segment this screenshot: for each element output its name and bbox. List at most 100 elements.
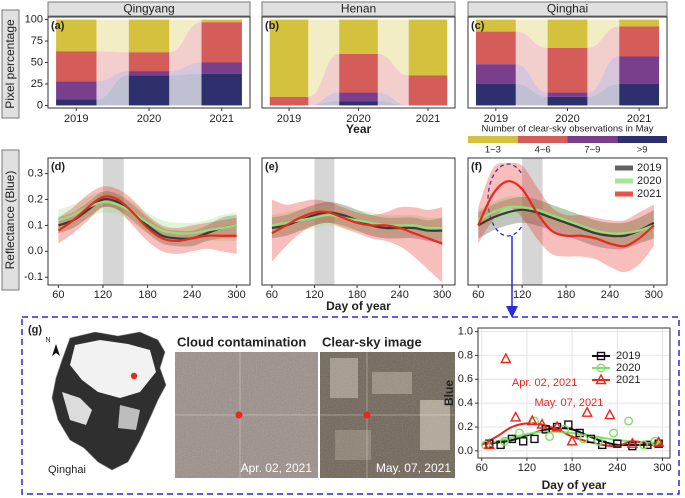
flow [377,53,409,106]
point [596,363,606,373]
flow [515,83,548,106]
legend-label: 2019 [637,162,661,174]
panel-label: (c) [471,20,485,32]
bar-segment [619,26,660,57]
point [643,440,652,450]
x-tick-label: 60 [266,289,278,301]
y-tick-label: 0.6 [458,373,473,385]
line [477,208,655,238]
point [551,420,563,432]
point [483,438,495,450]
x-tick-label: 2021 [627,113,651,125]
bar-segment [339,19,378,54]
x-tick-label: 120 [305,289,323,301]
point [624,416,634,426]
strip-title: Qinghai [547,2,588,16]
strip [467,1,668,17]
bar-segment [201,73,242,106]
y-tick-label: 0 [37,99,43,111]
bar-segment [547,47,588,93]
x-axis-label: Day of year [326,299,391,313]
x-tick-label: 180 [563,462,581,474]
flow [96,19,129,53]
bar-segment [56,51,97,82]
image-date: May. 07, 2021 [376,461,451,475]
bar-segment [128,71,170,76]
legend-label: 2020 [637,175,661,187]
bar-segment [547,92,588,97]
band [58,191,237,244]
flow [587,26,620,93]
plot-border [467,16,668,109]
flow [377,92,409,106]
strip [261,1,456,17]
flow [308,101,340,106]
flow [308,92,340,106]
flow [96,51,129,82]
point [593,436,603,446]
bar-segment [269,96,309,106]
north-label: N [45,337,50,344]
y-tick-label: 0.2 [458,421,473,433]
bar-segment [619,19,660,27]
flow [169,19,202,53]
y-axis-label: Blue [442,380,456,406]
bar-segment [339,101,378,106]
band [271,199,443,283]
flow [169,62,202,76]
bar-segment [339,53,378,93]
x-tick-label: 180 [138,289,156,301]
y-tick-label: -0.1 [24,271,43,283]
image-date: Apr. 02, 2021 [241,461,313,475]
point [518,437,528,446]
bar-segment [201,22,242,63]
x-tick-label: 2019 [277,113,301,125]
flow [169,22,202,72]
y-tick-label: 0.0 [458,445,473,457]
ylabel-box [1,9,20,119]
strip [47,1,251,17]
line [271,210,443,245]
bar-segment [56,81,97,100]
x-tick-label: 240 [601,289,619,301]
point [509,410,522,422]
point [626,437,639,448]
plot-border [477,327,671,459]
panel-label: (a) [51,20,65,32]
plot-border [261,16,456,109]
bar-segment [339,92,378,102]
cloud-image [175,352,318,478]
annotation: May. 07, 2021 [534,397,603,409]
y-tick-label: 0.2 [28,193,43,205]
point [499,436,509,446]
shade [522,158,543,285]
flow [96,75,129,106]
bar-segment [201,62,242,74]
x-tick-label: 2020 [555,113,579,125]
annotation: Apr. 02, 2021 [512,377,577,389]
plot-border [261,157,456,286]
flow [515,64,548,97]
bar-segment [128,75,170,106]
x-tick-label: 300 [645,289,663,301]
x-tick-label: 60 [52,289,64,301]
x-tick-label: 2019 [64,113,88,125]
point [536,418,548,429]
legend-label: 2020 [616,362,640,374]
ylabel-box [1,149,20,291]
legend-label: 7~9 [584,145,600,156]
y-tick-label: 75 [31,35,43,47]
flow [96,71,129,100]
y-tick-label: 1.0 [458,325,473,337]
x-tick-label: 120 [518,462,536,474]
panel-label: (b) [265,20,279,32]
map-label: Qinghai [48,464,86,476]
legend-label: 2021 [637,188,661,200]
shade [102,158,124,285]
bar-segment [475,83,516,106]
strip-title: Qingyang [123,2,174,16]
legend-label: >9 [637,145,648,156]
x-tick-label: 300 [653,462,671,474]
x-tick-label: 120 [513,289,531,301]
